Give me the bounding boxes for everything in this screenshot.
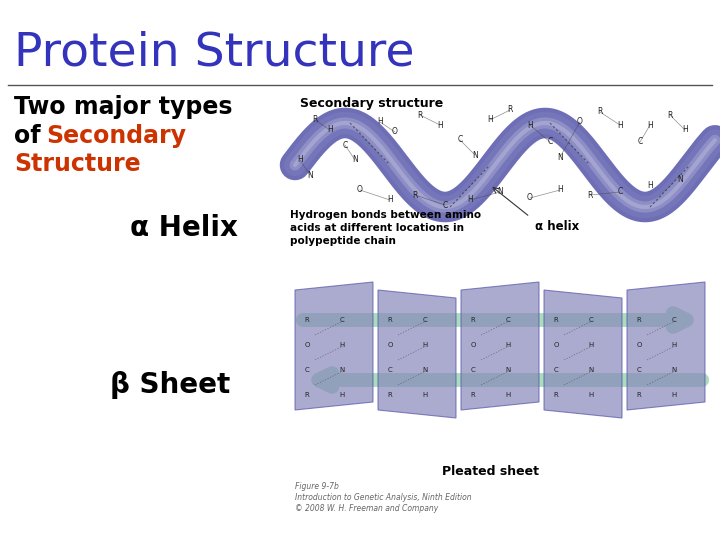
Text: Pleated sheet: Pleated sheet	[441, 465, 539, 478]
Text: C: C	[457, 136, 463, 145]
Text: H: H	[487, 116, 493, 125]
Text: C: C	[547, 138, 553, 146]
Text: O: O	[387, 342, 392, 348]
Text: R: R	[554, 392, 559, 398]
Text: N: N	[423, 367, 428, 373]
Text: O: O	[527, 193, 533, 202]
Text: H: H	[505, 342, 510, 348]
Text: R: R	[471, 392, 475, 398]
Text: H: H	[682, 125, 688, 134]
Text: C: C	[442, 200, 448, 210]
Text: Two major types: Two major types	[14, 95, 233, 119]
Text: of: of	[14, 124, 49, 148]
Text: C: C	[471, 367, 475, 373]
Text: C: C	[343, 140, 348, 150]
Text: C: C	[554, 367, 559, 373]
Text: R: R	[667, 111, 672, 119]
Text: H: H	[339, 392, 345, 398]
Text: H: H	[671, 342, 677, 348]
Text: C: C	[617, 187, 623, 197]
Text: H: H	[527, 120, 533, 130]
Text: O: O	[577, 118, 583, 126]
Text: N: N	[352, 156, 358, 165]
Text: N: N	[671, 367, 677, 373]
Text: C: C	[305, 367, 310, 373]
Text: C: C	[340, 317, 344, 323]
Text: R: R	[588, 191, 593, 199]
Text: C: C	[637, 138, 643, 146]
Text: N: N	[557, 152, 563, 161]
Text: Hydrogen bonds between amino
acids at different locations in
polypeptide chain: Hydrogen bonds between amino acids at di…	[290, 210, 481, 246]
Text: N: N	[677, 176, 683, 185]
Text: C: C	[589, 317, 593, 323]
Text: R: R	[554, 317, 559, 323]
Text: H: H	[647, 180, 653, 190]
Text: R: R	[598, 107, 603, 117]
Text: O: O	[636, 342, 642, 348]
Text: H: H	[505, 392, 510, 398]
Text: O: O	[553, 342, 559, 348]
Text: N: N	[497, 187, 503, 197]
Text: Secondary: Secondary	[46, 124, 186, 148]
Text: H: H	[339, 342, 345, 348]
Text: α helix: α helix	[535, 220, 580, 233]
Text: O: O	[305, 342, 310, 348]
Text: O: O	[470, 342, 476, 348]
Text: C: C	[387, 367, 392, 373]
Polygon shape	[295, 282, 373, 410]
Text: Secondary structure: Secondary structure	[300, 97, 444, 110]
Text: H: H	[423, 392, 428, 398]
Text: R: R	[636, 317, 642, 323]
Text: R: R	[387, 392, 392, 398]
Text: H: H	[437, 120, 443, 130]
Text: R: R	[305, 317, 310, 323]
Bar	[285, 90, 715, 510]
Text: H: H	[671, 392, 677, 398]
Text: H: H	[647, 120, 653, 130]
Text: C: C	[423, 317, 428, 323]
Text: H: H	[588, 392, 593, 398]
Text: R: R	[312, 116, 318, 125]
Text: H: H	[387, 195, 393, 205]
Text: H: H	[327, 125, 333, 134]
Text: H: H	[377, 118, 383, 126]
Text: α Helix: α Helix	[130, 214, 238, 242]
Text: H: H	[467, 195, 473, 205]
Text: R: R	[418, 111, 423, 119]
Text: H: H	[588, 342, 593, 348]
Text: C: C	[672, 317, 676, 323]
Text: R: R	[471, 317, 475, 323]
Text: N: N	[505, 367, 510, 373]
Text: R: R	[305, 392, 310, 398]
Text: H: H	[557, 186, 563, 194]
Text: Figure 9-7b
Introduction to Genetic Analysis, Ninth Edition
© 2008 W. H. Freeman: Figure 9-7b Introduction to Genetic Anal…	[295, 482, 472, 513]
Text: β Sheet: β Sheet	[110, 371, 230, 399]
Text: O: O	[392, 127, 398, 137]
Text: R: R	[413, 191, 418, 199]
Text: H: H	[423, 342, 428, 348]
Polygon shape	[544, 290, 622, 418]
Text: R: R	[636, 392, 642, 398]
Text: R: R	[387, 317, 392, 323]
Text: H: H	[617, 120, 623, 130]
Text: N: N	[339, 367, 345, 373]
Text: N: N	[472, 151, 478, 159]
Text: N: N	[307, 171, 313, 179]
Text: O: O	[357, 186, 363, 194]
Polygon shape	[627, 282, 705, 410]
Text: R: R	[508, 105, 513, 114]
Polygon shape	[378, 290, 456, 418]
Text: H: H	[297, 156, 303, 165]
Polygon shape	[461, 282, 539, 410]
Text: C: C	[505, 317, 510, 323]
Text: N: N	[588, 367, 593, 373]
Text: Structure: Structure	[14, 152, 140, 176]
Text: Protein Structure: Protein Structure	[14, 30, 415, 75]
Text: C: C	[636, 367, 642, 373]
